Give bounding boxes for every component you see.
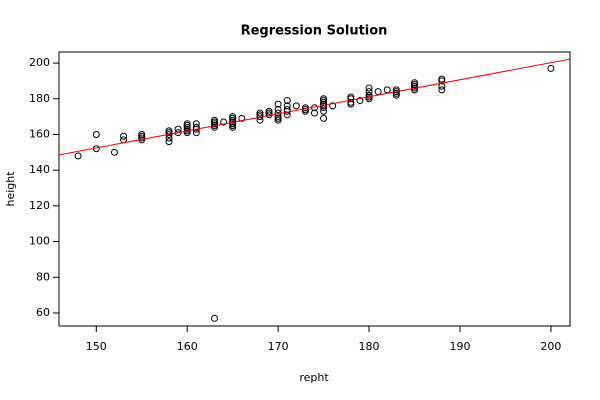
point	[311, 109, 318, 117]
point	[356, 97, 364, 105]
point	[210, 116, 218, 124]
point	[438, 86, 446, 94]
regression-line	[59, 58, 570, 156]
point	[238, 114, 246, 122]
x-tick-label: 200	[540, 340, 561, 353]
point	[374, 88, 382, 96]
x-tick-label: 160	[177, 340, 198, 353]
point	[256, 109, 264, 117]
point	[192, 120, 200, 128]
point	[411, 79, 419, 87]
point	[165, 134, 173, 142]
point	[274, 105, 282, 113]
y-tick-label: 60	[36, 306, 50, 319]
point	[365, 84, 373, 92]
point	[274, 100, 282, 108]
point	[120, 132, 128, 140]
point	[329, 102, 337, 110]
y-axis-label: height	[4, 171, 17, 207]
point	[165, 138, 173, 146]
y-tick-label: 160	[29, 127, 50, 140]
point	[320, 107, 328, 115]
point	[110, 148, 118, 156]
y-tick-label: 80	[36, 270, 50, 283]
x-tick-label: 190	[449, 340, 470, 353]
point	[265, 107, 273, 115]
point	[220, 118, 228, 126]
point	[365, 91, 373, 99]
point	[292, 102, 300, 110]
chart-title: Regression Solution	[241, 24, 388, 39]
y-tick-label: 100	[29, 235, 50, 248]
x-tick-label: 180	[359, 340, 380, 353]
x-axis-label: repht	[299, 371, 329, 384]
y-tick-label: 180	[29, 92, 50, 105]
point	[92, 130, 100, 138]
point	[320, 95, 328, 103]
plot-frame	[58, 51, 571, 327]
y-tick-label: 120	[29, 199, 50, 212]
y-tick-label: 200	[29, 56, 50, 69]
x-tick-label: 150	[86, 340, 107, 353]
point	[547, 64, 555, 72]
point	[192, 123, 200, 131]
point	[283, 97, 291, 105]
point	[392, 86, 400, 94]
point	[229, 113, 237, 121]
point	[74, 152, 82, 160]
point	[383, 86, 391, 94]
point	[174, 125, 182, 133]
x-tick-label: 170	[268, 340, 289, 353]
y-tick-label: 140	[29, 163, 50, 176]
point	[183, 120, 191, 128]
point	[283, 102, 291, 110]
point	[365, 88, 373, 96]
point	[438, 75, 446, 83]
point	[320, 114, 328, 122]
point	[138, 130, 146, 138]
point	[210, 314, 218, 322]
point	[347, 98, 355, 106]
